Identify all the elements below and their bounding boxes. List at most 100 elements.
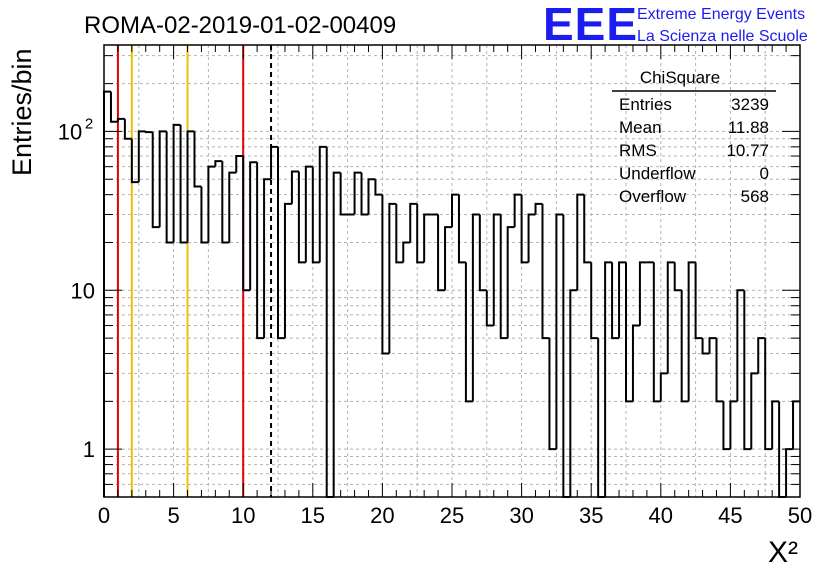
histogram-bin: [750, 372, 759, 450]
axis-ticks: [103, 45, 801, 498]
x-tick-label: 40: [649, 503, 673, 528]
histogram-bin: [478, 214, 487, 292]
x-tick-label: 25: [440, 503, 464, 528]
histogram-bin: [729, 400, 738, 450]
histogram-bin: [263, 178, 272, 339]
chart-title: ROMA-02-2019-01-02-00409: [84, 12, 396, 39]
histogram-bin: [374, 179, 383, 196]
y-axis-label: Entries/bin: [7, 48, 37, 176]
histogram-bin: [680, 290, 689, 403]
stats-value-entries: 3239: [731, 95, 769, 114]
histogram-bin: [395, 203, 404, 264]
x-tick-label: 50: [788, 503, 812, 528]
histogram-bin: [666, 261, 675, 374]
histogram-bin: [715, 338, 724, 403]
histogram-bin: [416, 203, 425, 264]
histogram-bin: [388, 202, 397, 354]
histogram-bin: [708, 337, 717, 354]
histogram-bin: [555, 213, 564, 450]
y-tick-label: 10: [71, 278, 95, 303]
histogram-bin: [283, 202, 292, 339]
histogram-bin: [200, 186, 209, 244]
histogram-bin: [590, 262, 599, 340]
histogram-bin: [144, 131, 153, 134]
stats-label-rms: RMS: [619, 141, 657, 160]
stats-value-rms: 10.77: [726, 141, 769, 160]
histogram-bin: [242, 156, 251, 292]
histogram-bin: [701, 338, 710, 355]
histogram-bin: [673, 262, 682, 292]
histogram-bin: [339, 172, 348, 216]
stats-value-overflow: 568: [741, 187, 769, 206]
histogram-bin: [214, 160, 223, 167]
x-tick-labels: 0 5 10 15 20 25 30 35 40 45 50: [98, 503, 812, 528]
x-tick-label: 45: [718, 503, 742, 528]
y-tick-label-exponent: 2: [85, 115, 93, 132]
histogram-bin: [576, 193, 585, 291]
histogram-bin: [625, 262, 633, 403]
histogram-bin: [228, 171, 237, 243]
logo-line-2: La Scienza nelle Scuole: [637, 28, 808, 45]
x-tick-label: 35: [579, 503, 603, 528]
histogram-bin: [249, 161, 258, 291]
histogram-bin: [165, 131, 174, 244]
logo-line-1: Extreme Energy Events: [637, 6, 805, 23]
histogram-bin: [485, 290, 494, 327]
x-tick-label: 30: [509, 503, 533, 528]
histogram-bin: [694, 262, 703, 340]
histogram-bin: [618, 261, 626, 339]
stats-box: ChiSquare Entries 3239 Mean 11.88 RMS 10…: [612, 68, 776, 206]
histogram-bin: [457, 194, 466, 264]
histogram-bin: [471, 213, 480, 402]
histogram-bin: [757, 337, 766, 374]
histogram-bin: [311, 166, 320, 264]
histogram-bin: [451, 193, 459, 228]
histogram-bin: [569, 289, 578, 497]
x-tick-label: 10: [231, 503, 255, 528]
histogram-bin: [464, 262, 473, 403]
histogram-bin: [297, 171, 306, 264]
histogram-bin: [722, 401, 731, 451]
histogram-bin: [123, 118, 132, 140]
stats-label-entries: Entries: [619, 95, 672, 114]
histogram-bin: [353, 171, 362, 215]
y-tick-label: 1: [83, 437, 95, 462]
stats-label-underflow: Underflow: [619, 164, 696, 183]
histogram-bin: [256, 162, 265, 340]
histogram-bin: [604, 261, 613, 497]
histogram-bin: [437, 214, 446, 292]
y-tick-label: 10: [58, 119, 82, 144]
histogram-bin: [130, 138, 139, 184]
histogram-bin: [277, 146, 285, 340]
histogram-bin: [402, 241, 411, 263]
x-axis-label: X²: [768, 536, 798, 569]
histogram-bin: [444, 226, 452, 291]
x-tick-label: 0: [98, 503, 110, 528]
stats-value-underflow: 0: [760, 164, 769, 183]
logo-mark: EEE: [543, 0, 638, 50]
histogram-bin: [534, 202, 543, 215]
histogram-bin: [179, 124, 188, 244]
histogram-bin: [207, 165, 216, 243]
histogram-bin: [638, 261, 647, 326]
histogram-bin: [423, 213, 432, 263]
histogram-bin: [687, 261, 696, 402]
grid: [104, 45, 800, 497]
histogram-bin: [764, 338, 773, 451]
histogram-bin: [367, 178, 376, 215]
histogram-bin: [116, 117, 125, 122]
histogram-bin: [235, 155, 244, 173]
histogram-bin: [499, 214, 508, 340]
stats-label-overflow: Overflow: [619, 187, 687, 206]
histogram-bin: [318, 145, 327, 263]
histogram-bin: [409, 202, 418, 243]
histogram-bin: [381, 194, 390, 355]
histogram-bin: [360, 172, 369, 216]
histogram-bin: [527, 213, 536, 263]
histogram-bin: [332, 171, 341, 497]
eee-logo: EEE Extreme Energy Events La Scienza nel…: [543, 0, 808, 50]
histogram: [103, 90, 800, 498]
stats-value-mean: 11.88: [728, 118, 769, 137]
histogram-bin: [513, 193, 522, 228]
